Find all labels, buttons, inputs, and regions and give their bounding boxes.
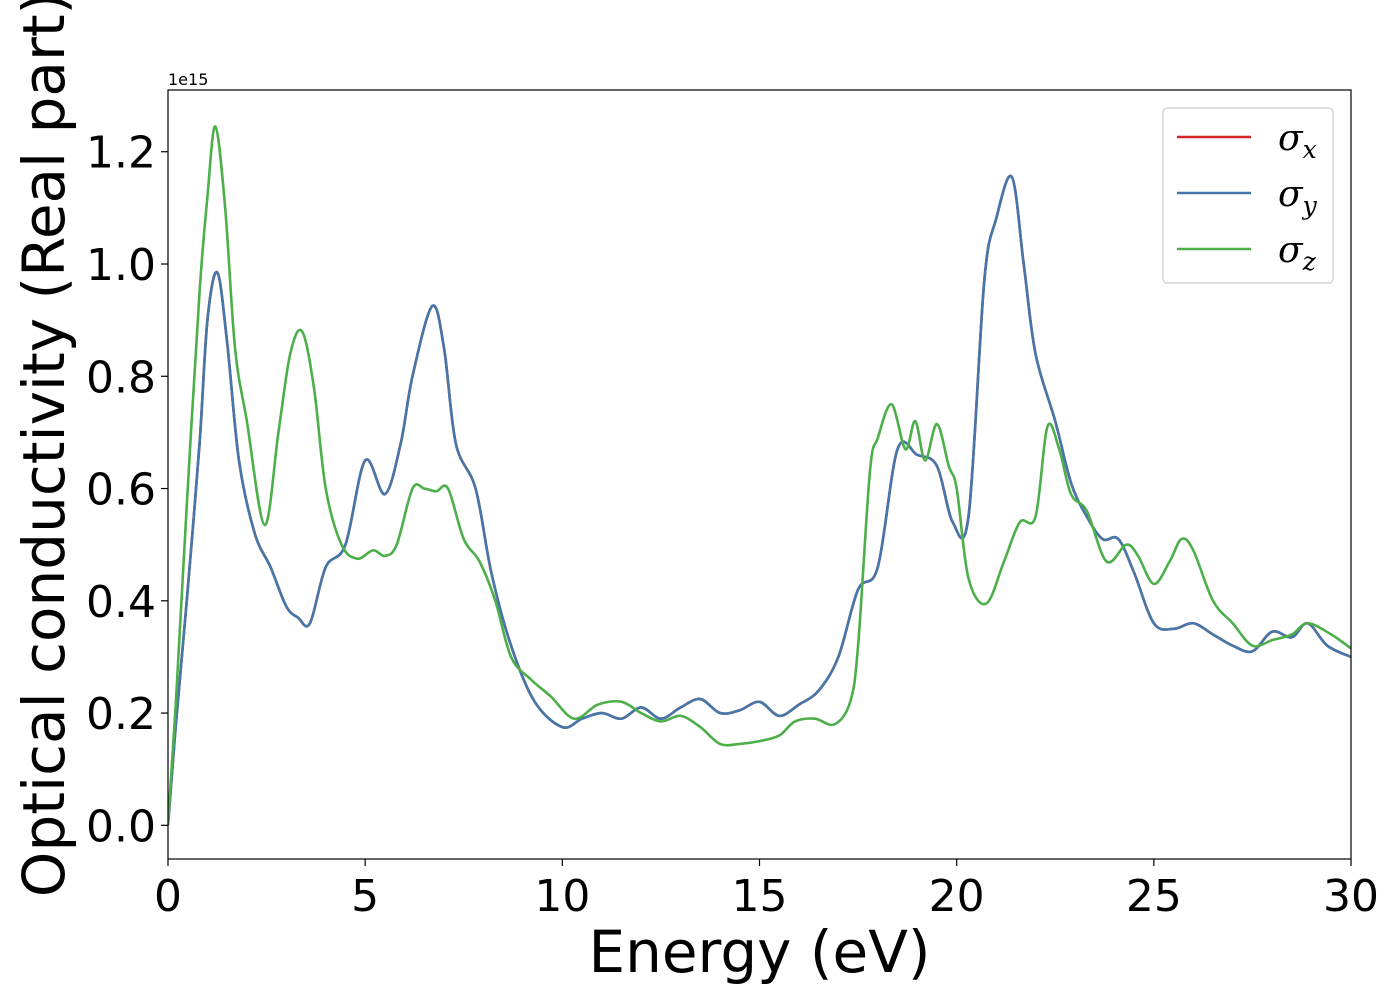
legend-box <box>1162 107 1334 284</box>
y-axis-label: Optical conductivity (Real part) <box>10 0 78 897</box>
y-tick-label: 0.4 <box>86 577 156 628</box>
series-line-sigma-y <box>168 174 1351 826</box>
y-tick-label: 0.2 <box>86 689 156 740</box>
x-tick-label: 10 <box>534 871 590 922</box>
y-tick-label: 1.0 <box>86 240 156 291</box>
x-tick-label: 15 <box>732 871 788 922</box>
x-tick-label: 30 <box>1323 871 1379 922</box>
series-layer <box>168 125 1351 826</box>
y-axis-ticks: 0.0 0.2 0.4 0.6 0.8 1.0 1.2 <box>86 128 168 852</box>
y-tick-label: 0.8 <box>86 352 156 403</box>
y-tick-label: 0.6 <box>86 465 156 516</box>
x-tick-label: 5 <box>351 871 379 922</box>
y-tick-label: 1.2 <box>86 128 156 179</box>
series-line-sigma-z <box>168 125 1351 826</box>
x-tick-label: 0 <box>154 871 182 922</box>
x-tick-label: 25 <box>1126 871 1182 922</box>
y-offset-label: 1e15 <box>168 70 208 89</box>
x-axis-ticks: 0 5 10 15 20 25 30 <box>154 859 1379 922</box>
legend-label-sigma-z: σz <box>1278 230 1317 276</box>
y-tick-label: 0.0 <box>86 801 156 852</box>
x-axis-label: Energy (eV) <box>588 918 930 986</box>
x-tick-label: 20 <box>929 871 985 922</box>
